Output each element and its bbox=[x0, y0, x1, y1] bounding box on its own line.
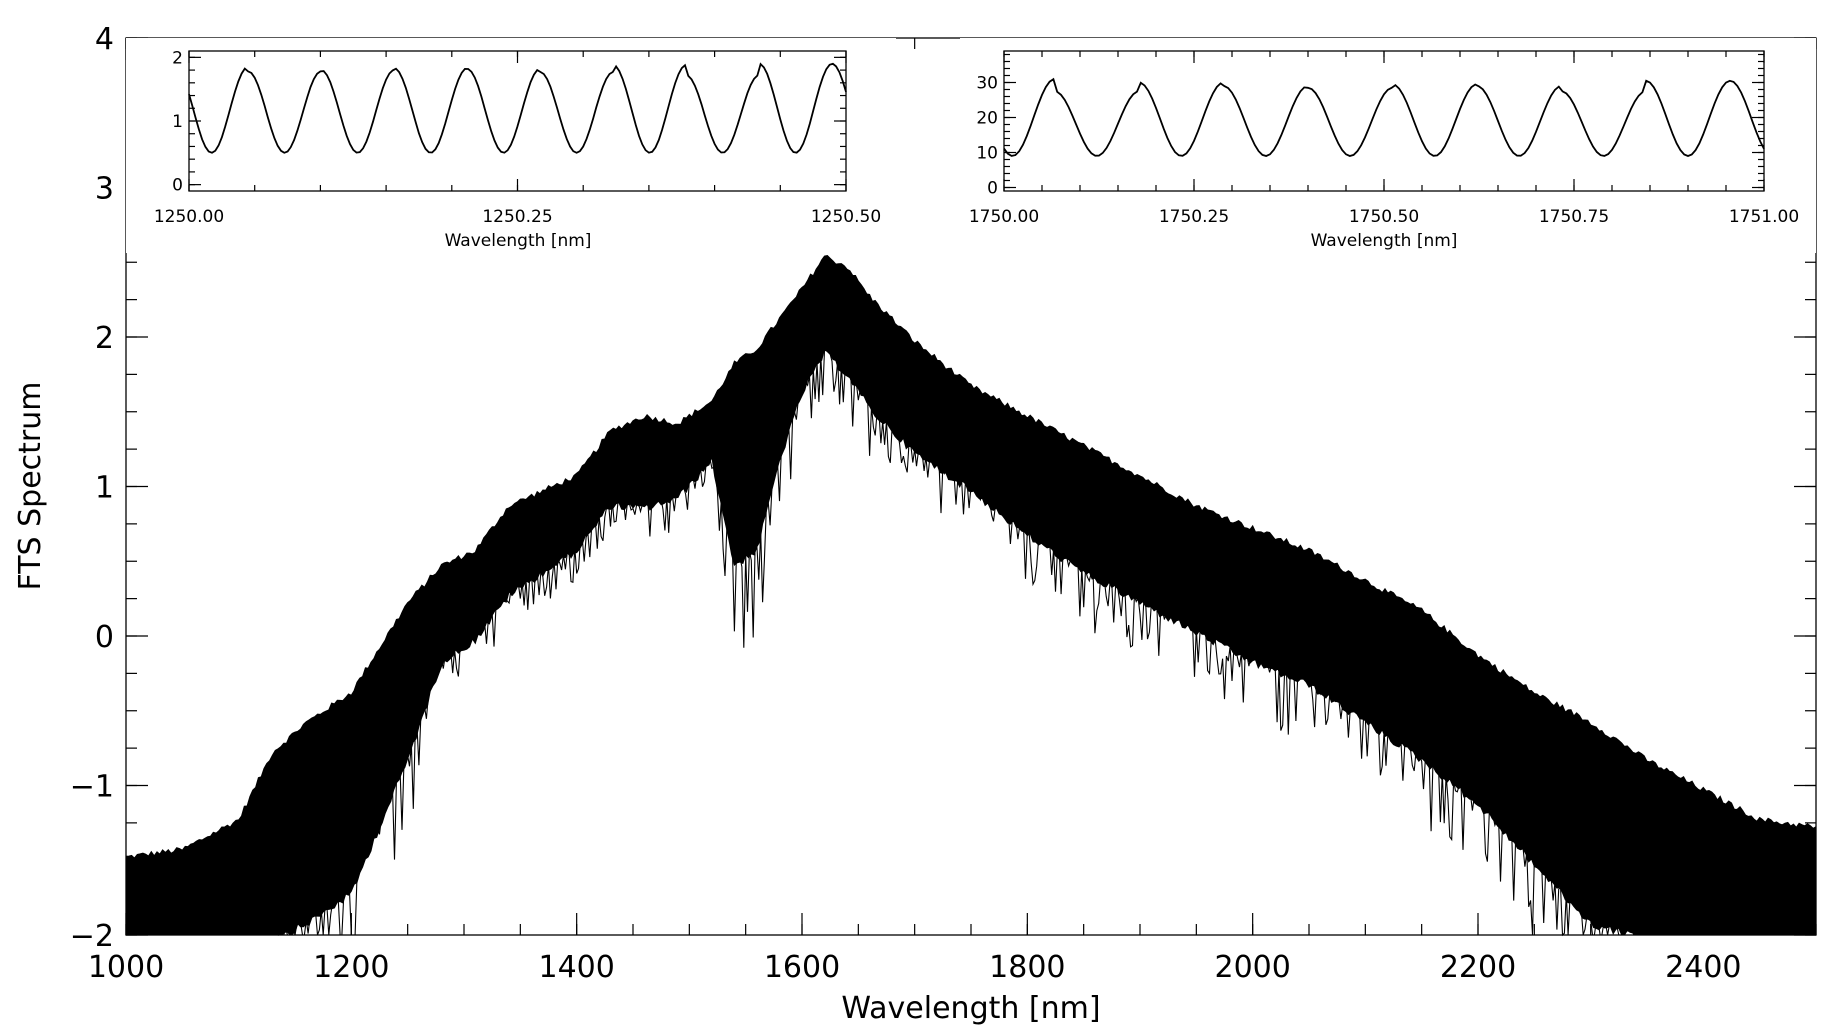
inset-1-fringe-line bbox=[188, 62, 847, 154]
inset-1-x-tick-labels: 1250.00 1250.25 1250.50 bbox=[154, 207, 881, 227]
inset-2-ticks bbox=[1003, 51, 1765, 191]
main-y-tick-label: −2 bbox=[70, 919, 114, 954]
main-y-tick-labels: −2 −1 0 1 2 3 4 bbox=[70, 22, 114, 954]
inset-y-tick-label: 30 bbox=[976, 74, 998, 94]
inset-1-x-axis-title: Wavelength [nm] bbox=[445, 231, 592, 251]
inset-y-tick-label: 10 bbox=[976, 144, 998, 164]
main-y-tick-label: −1 bbox=[70, 770, 114, 805]
inset-plot-1750nm: 1750.00 1750.25 1750.50 1750.75 1751.00 0 10 2… bbox=[960, 38, 1816, 253]
inset-y-tick-label: 1 bbox=[172, 112, 183, 132]
inset-x-tick-label: 1250.00 bbox=[154, 207, 224, 227]
inset-1-ticks bbox=[188, 51, 847, 191]
main-y-axis-title: FTS Spectrum bbox=[13, 381, 48, 590]
inset-x-tick-label: 1750.50 bbox=[1349, 207, 1419, 227]
main-y-tick-label: 2 bbox=[95, 321, 114, 356]
inset-2-y-tick-labels: 0 10 20 30 bbox=[976, 74, 998, 199]
inset-2-fringe-line bbox=[1003, 77, 1765, 157]
inset-x-tick-label: 1250.25 bbox=[482, 207, 552, 227]
inset-x-tick-label: 1751.00 bbox=[1729, 207, 1799, 227]
inset-2-x-tick-labels: 1750.00 1750.25 1750.50 1750.75 1751.00 bbox=[969, 207, 1799, 227]
main-x-tick-label: 1800 bbox=[989, 950, 1065, 985]
inset-x-tick-label: 1750.00 bbox=[969, 207, 1039, 227]
main-y-tick-label: 4 bbox=[95, 22, 114, 57]
main-x-tick-label: 1600 bbox=[764, 950, 840, 985]
main-x-axis-title: Wavelength [nm] bbox=[841, 991, 1100, 1026]
inset-y-tick-label: 2 bbox=[172, 48, 183, 68]
inset-1-y-tick-labels: 0 1 2 bbox=[172, 48, 183, 195]
main-x-tick-label: 1400 bbox=[538, 950, 614, 985]
inset-x-tick-label: 1750.25 bbox=[1159, 207, 1229, 227]
main-x-tick-label: 2000 bbox=[1214, 950, 1290, 985]
inset-plot-1250nm: 1250.00 1250.25 1250.50 0 1 2 Wavelength [nm… bbox=[126, 38, 896, 253]
inset-2-background bbox=[960, 38, 1816, 253]
main-y-tick-label: 3 bbox=[95, 172, 114, 207]
inset-x-tick-label: 1750.75 bbox=[1539, 207, 1609, 227]
main-x-tick-label: 1200 bbox=[313, 950, 389, 985]
inset-y-tick-label: 0 bbox=[172, 176, 183, 196]
inset-x-tick-label: 1250.50 bbox=[811, 207, 881, 227]
inset-y-tick-label: 20 bbox=[976, 109, 998, 129]
main-x-tick-label: 2400 bbox=[1665, 950, 1741, 985]
main-y-tick-label: 0 bbox=[95, 620, 114, 655]
main-x-tick-labels: 1000 1200 1400 1600 1800 2000 2200 2400 bbox=[88, 950, 1742, 985]
main-x-tick-label: 2200 bbox=[1440, 950, 1516, 985]
main-y-tick-label: 1 bbox=[95, 471, 114, 506]
main-x-tick-label: 1000 bbox=[88, 950, 164, 985]
inset-2-x-axis-title: Wavelength [nm] bbox=[1311, 231, 1458, 251]
inset-y-tick-label: 0 bbox=[987, 179, 998, 199]
spectrum-noise-line bbox=[126, 349, 1816, 937]
